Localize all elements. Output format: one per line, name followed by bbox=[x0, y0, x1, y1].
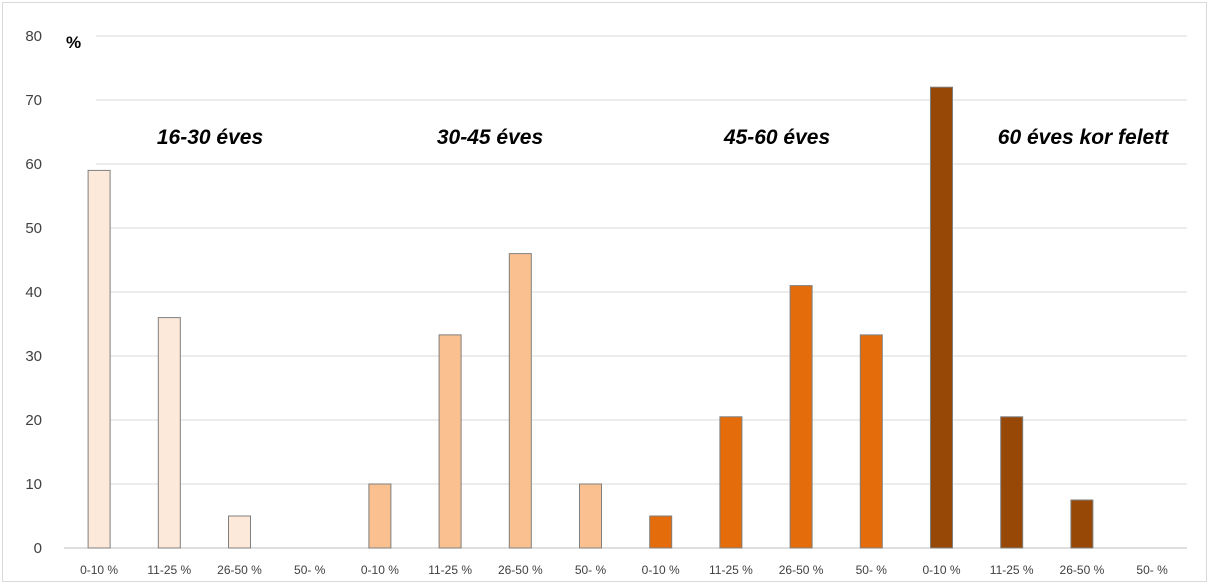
bar bbox=[789, 285, 813, 549]
group-label: 16-30 éves bbox=[157, 126, 263, 149]
bar bbox=[579, 483, 602, 549]
bar bbox=[649, 515, 673, 549]
x-tick-label: 11-25 % bbox=[709, 563, 753, 577]
x-tick-label: 26-50 % bbox=[498, 563, 543, 577]
y-tick-label: 50 bbox=[25, 220, 42, 237]
labels: 0 10 20 30 40 50 60 70 80 0-10 % 11-25 % 26-50 % 50-… bbox=[25, 28, 1169, 577]
x-tick-label: 26-50 % bbox=[779, 563, 824, 577]
y-unit-label: % bbox=[66, 33, 81, 52]
x-tick-label: 0-10 % bbox=[80, 563, 118, 577]
x-tick-label: 50- % bbox=[1136, 563, 1168, 577]
x-tick-label: 50- % bbox=[856, 563, 888, 577]
x-tick-label: 11-25 % bbox=[990, 563, 1034, 577]
group-label: 60 éves kor felett bbox=[998, 126, 1169, 149]
y-tick-label: 40 bbox=[25, 284, 42, 301]
bar bbox=[1070, 499, 1094, 549]
x-tick-label: 0-10 % bbox=[922, 563, 960, 577]
gridlines bbox=[64, 35, 1187, 549]
bar bbox=[438, 334, 462, 549]
group-label: 45-60 éves bbox=[723, 126, 830, 149]
y-tick-label: 10 bbox=[25, 476, 42, 493]
y-tick-label: 30 bbox=[25, 348, 42, 365]
bar bbox=[859, 334, 883, 549]
x-tick-label: 26-50 % bbox=[217, 563, 262, 577]
y-tick-label: 80 bbox=[25, 28, 42, 45]
bars bbox=[87, 86, 1094, 549]
bar bbox=[719, 416, 743, 549]
x-tick-label: 50- % bbox=[575, 563, 607, 577]
x-tick-label: 11-25 % bbox=[428, 563, 472, 577]
bar bbox=[368, 483, 392, 549]
y-tick-label: 20 bbox=[25, 412, 42, 429]
y-tick-label: 0 bbox=[34, 540, 42, 557]
bar bbox=[87, 169, 111, 549]
y-tick-label: 70 bbox=[25, 92, 42, 109]
x-tick-label: 26-50 % bbox=[1060, 563, 1105, 577]
bar bbox=[228, 515, 251, 549]
group-label: 30-45 éves bbox=[437, 126, 543, 149]
x-tick-label: 50- % bbox=[294, 563, 326, 577]
bar bbox=[157, 317, 181, 549]
y-tick-label: 60 bbox=[25, 156, 42, 173]
bar bbox=[508, 253, 532, 549]
x-tick-label: 11-25 % bbox=[147, 563, 191, 577]
x-tick-label: 0-10 % bbox=[642, 563, 680, 577]
bar bbox=[930, 86, 953, 549]
x-tick-label: 0-10 % bbox=[361, 563, 399, 577]
bar bbox=[1000, 416, 1024, 549]
